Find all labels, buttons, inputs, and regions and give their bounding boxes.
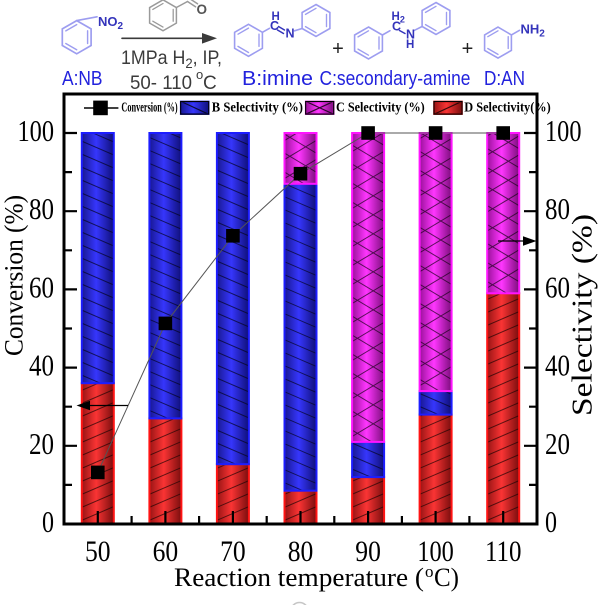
svg-text:Conversion (%): Conversion (%) [0,195,29,356]
svg-text:N: N [406,28,415,42]
svg-text:+: + [332,38,344,60]
svg-text:O: O [197,2,208,17]
svg-text:100: 100 [417,535,454,568]
svg-text:60: 60 [29,269,54,304]
svg-text:D:AN: D:AN [484,68,525,90]
svg-text:o: o [196,67,203,82]
svg-text:Conversion (%): Conversion (%) [121,99,177,114]
svg-text:1MPa H2, IP,: 1MPa H2, IP, [121,48,222,71]
svg-text:50: 50 [85,535,111,568]
svg-text:90: 90 [355,535,381,568]
svg-text:60: 60 [545,269,570,304]
svg-text:H: H [272,11,280,23]
svg-text:100: 100 [18,113,55,148]
svg-text:A:NB: A:NB [62,68,103,90]
svg-text:C:secondary-amine: C:secondary-amine [320,68,471,90]
svg-text:Reaction temperature (: Reaction temperature ( [174,563,424,592]
svg-text:C: C [270,19,279,33]
svg-text:H: H [406,39,414,51]
svg-text:o: o [425,562,434,581]
svg-text:40: 40 [29,348,54,383]
svg-text:+: + [462,38,474,60]
svg-text:40: 40 [545,348,570,383]
svg-text:80: 80 [545,191,570,226]
svg-text:NO2: NO2 [98,14,124,32]
svg-text:80: 80 [29,191,54,226]
svg-text:C: C [203,73,217,94]
svg-text:D Selectivity(%): D Selectivity(%) [464,99,550,114]
svg-text:80: 80 [288,535,314,568]
svg-text:50- 110: 50- 110 [130,73,192,94]
svg-text:0: 0 [42,504,54,539]
svg-text:70: 70 [220,535,246,568]
svg-text:C: C [392,20,401,34]
svg-text:N: N [286,27,295,41]
svg-text:NH2: NH2 [521,22,546,40]
svg-text:100: 100 [545,113,582,148]
svg-text:20: 20 [29,426,54,461]
svg-text:C): C) [434,563,459,592]
svg-text:20: 20 [545,426,570,461]
svg-text:B:imine: B:imine [242,68,313,90]
svg-text:60: 60 [153,535,179,568]
svg-text:110: 110 [485,535,522,568]
svg-text:H2: H2 [392,11,405,25]
svg-text:0: 0 [545,504,557,539]
svg-text:C Selectivity (%): C Selectivity (%) [336,99,425,114]
svg-text:B Selectivity (%): B Selectivity (%) [212,99,303,114]
svg-text:Selectivity (%): Selectivity (%) [567,214,599,416]
